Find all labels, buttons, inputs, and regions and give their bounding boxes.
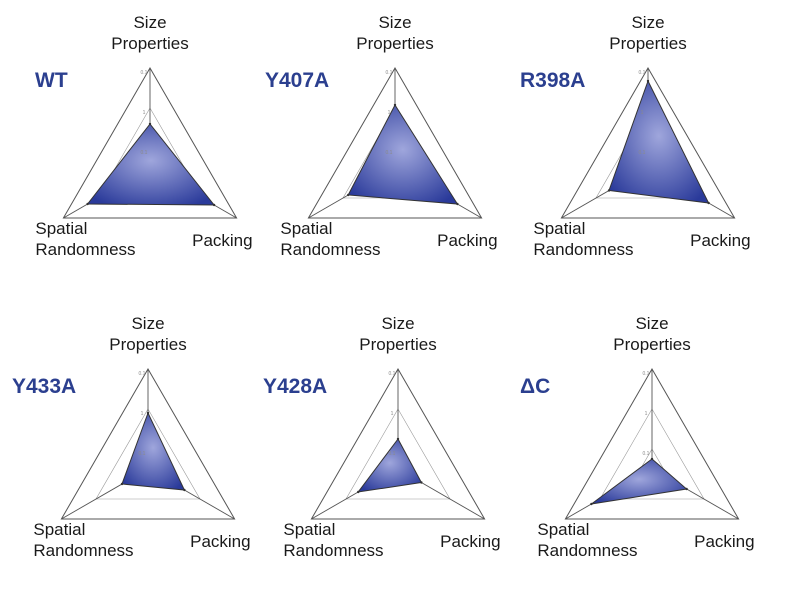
axis-label-packing: Packing [437, 231, 497, 250]
radar-data-point [590, 502, 593, 506]
radar-ring-label: 0.1 [639, 70, 646, 76]
radar-panel: 0.1 1 0.1 Size Properties Packing Spatial Rando… [520, 314, 755, 560]
axis-label-packing: Packing [690, 231, 750, 250]
radar-grid-ring [345, 408, 451, 500]
radar-grid-ring [62, 66, 238, 219]
axis-label-spatial-randomness: Randomness [33, 541, 133, 560]
radar-panel: 0.1 1 0.1 Size Properties Packing Spatial Rando… [12, 314, 251, 560]
radar-panel: 0.1 1 0.1 Size Properties Packing Spatial Rando… [35, 13, 253, 259]
panel-title: ΔC [520, 375, 550, 398]
axis-label-size-properties: Size [133, 13, 166, 32]
radar-data-area [357, 438, 423, 493]
axis-label-size-properties: Properties [356, 34, 433, 53]
radar-data-point [347, 193, 350, 197]
radar-data-point [86, 202, 89, 206]
axis-label-size-properties: Properties [359, 335, 436, 354]
axis-label-size-properties: Size [635, 314, 668, 333]
radar-data-point [396, 437, 400, 441]
radar-ring-label: 0.1 [639, 150, 646, 156]
radar-panel: 0.1 1 0.1 Size Properties Packing Spatial Rando… [520, 13, 751, 259]
panel-title: Y433A [12, 375, 76, 398]
radar-ring-label: 0.1 [643, 451, 650, 457]
axis-label-spatial-randomness: Randomness [533, 240, 633, 259]
radar-data-point [146, 411, 150, 415]
radar-data-point [456, 202, 459, 206]
radar-ring-label: 1 [641, 110, 644, 116]
axis-label-size-properties: Size [381, 314, 414, 333]
radar-ring-label: 0.1 [139, 371, 146, 377]
radar-data-point [183, 488, 186, 492]
axis-label-spatial-randomness: Randomness [280, 240, 380, 259]
axis-label-size-properties: Size [131, 314, 164, 333]
radar-ring-label: 1 [391, 411, 394, 417]
axis-label-size-properties: Properties [609, 34, 686, 53]
radar-ring-label: 1 [388, 110, 391, 116]
radar-ring-label: 0.1 [389, 371, 396, 377]
radar-data-point [357, 490, 360, 494]
axis-label-size-properties: Properties [613, 335, 690, 354]
radar-ring-label: 0.1 [389, 451, 396, 457]
radar-grid-ring [307, 66, 483, 219]
radar-data-area [121, 411, 186, 491]
radar-ring-label: 0.1 [386, 150, 393, 156]
axis-label-packing: Packing [192, 231, 252, 250]
radar-grid-ring [560, 66, 736, 219]
radar-ring-label: 0.1 [386, 70, 393, 76]
axis-label-spatial-randomness: Randomness [537, 541, 637, 560]
radar-grid-ring [310, 367, 486, 520]
radar-data-area [86, 123, 216, 206]
axis-label-packing: Packing [694, 532, 754, 551]
radar-data-area [347, 103, 459, 205]
radar-data-point [650, 457, 654, 461]
radar-data-point [646, 79, 650, 83]
axis-label-size-properties: Properties [109, 335, 186, 354]
radar-ring-label: 1 [141, 411, 144, 417]
axis-label-packing: Packing [440, 532, 500, 551]
radar-grid-ring [599, 408, 705, 500]
radar-data-point [420, 481, 423, 484]
panel-title: R398A [520, 69, 585, 92]
radar-data-point [685, 487, 688, 491]
radar-ring-label: 1 [645, 411, 648, 417]
axis-label-spatial-randomness: Spatial [33, 520, 85, 539]
axis-label-spatial-randomness: Spatial [283, 520, 335, 539]
panel-title: Y428A [263, 375, 327, 398]
radar-panel: 0.1 1 0.1 Size Properties Packing Spatial Rando… [265, 13, 498, 259]
panel-title: Y407A [265, 69, 329, 92]
radar-ring-label: 0.1 [139, 451, 146, 457]
axis-label-spatial-randomness: Spatial [533, 219, 585, 238]
radar-ring-label: 0.1 [141, 70, 148, 76]
axis-label-spatial-randomness: Spatial [35, 219, 87, 238]
radar-data-point [393, 103, 397, 107]
radar-data-area [608, 79, 710, 204]
radar-ring-label: 0.1 [141, 150, 148, 156]
radar-ring-label: 0.1 [643, 371, 650, 377]
panel-title: WT [35, 69, 68, 92]
axis-label-spatial-randomness: Randomness [283, 541, 383, 560]
radar-data-point [212, 203, 216, 207]
radar-ring-label: 1 [143, 110, 146, 116]
radar-panel: 0.1 1 0.1 Size Properties Packing Spatial Rando… [263, 314, 501, 560]
axis-label-size-properties: Properties [111, 34, 188, 53]
axis-label-size-properties: Size [631, 13, 664, 32]
radar-data-point [607, 189, 611, 192]
axis-label-spatial-randomness: Randomness [35, 240, 135, 259]
axis-label-spatial-randomness: Spatial [280, 219, 332, 238]
radar-data-point [148, 122, 152, 126]
axis-label-spatial-randomness: Spatial [537, 520, 589, 539]
radar-grid-ring [564, 367, 740, 520]
axis-label-size-properties: Size [378, 13, 411, 32]
axis-label-packing: Packing [190, 532, 250, 551]
radar-data-area [591, 458, 688, 505]
radar-data-point [707, 201, 710, 205]
radar-data-point [120, 482, 124, 486]
radar-grid-ring [95, 408, 201, 500]
radar-grid-ring [60, 367, 236, 520]
